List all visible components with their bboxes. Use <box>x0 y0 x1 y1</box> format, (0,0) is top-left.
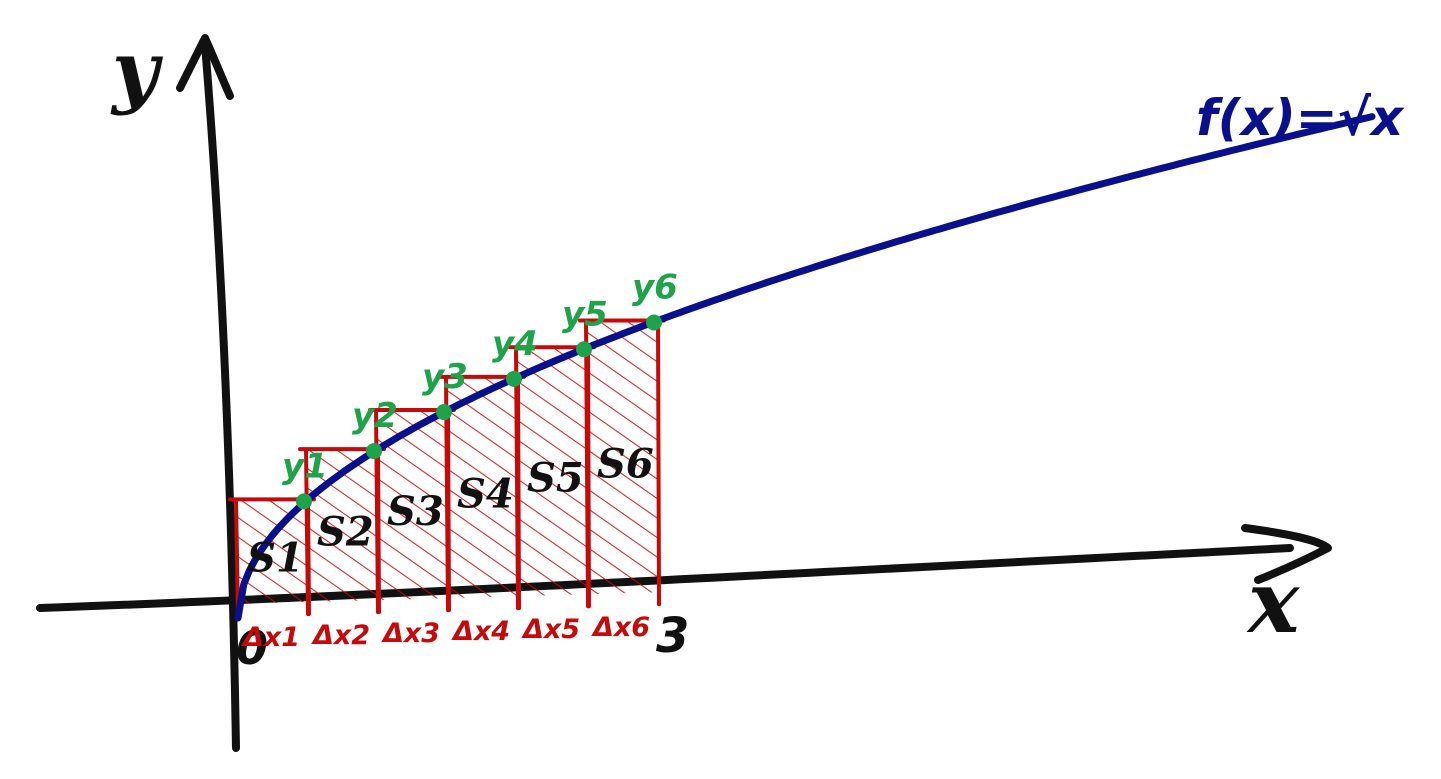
area-label-4: S4 <box>457 470 514 517</box>
point-label-5: y5 <box>562 294 608 334</box>
dx-label-5: Δx5 <box>521 614 580 645</box>
sample-point-3 <box>436 404 452 421</box>
point-label-4: y4 <box>492 324 538 364</box>
sample-point-1 <box>296 493 312 510</box>
origin-label: 0 <box>236 621 268 675</box>
dx-label-4: Δx4 <box>451 616 510 647</box>
function-label: f(x)=√x <box>1196 89 1405 147</box>
rect-hatch <box>518 347 588 597</box>
point-label-2: y2 <box>352 396 398 436</box>
area-label-6: S6 <box>597 440 654 487</box>
x-axis-arrowhead <box>1241 524 1332 584</box>
riemann-labels: S1 Δx1 S2 Δx2 S3 Δx3 S4 Δx4 S5 Δx5 S6 Δx6 <box>241 440 654 653</box>
x-axis-label: x <box>1246 552 1301 653</box>
sample-point-2 <box>366 443 382 460</box>
rect-hatch <box>448 376 518 599</box>
end-label: 3 <box>656 608 689 664</box>
dx-label-3: Δx3 <box>381 618 440 649</box>
y-axis-label: y <box>110 23 164 117</box>
dx-label-2: Δx2 <box>311 620 370 651</box>
sample-points: y1 y2 y3 y4 y5 y6 <box>282 267 678 510</box>
area-label-1: S1 <box>247 535 304 582</box>
x-axis <box>36 544 1294 612</box>
area-label-5: S5 <box>527 455 584 502</box>
sample-point-4 <box>506 370 522 387</box>
sample-point-6 <box>646 314 662 331</box>
dx-label-6: Δx6 <box>591 612 650 643</box>
y-axis <box>201 41 240 752</box>
point-label-6: y6 <box>632 267 678 307</box>
area-label-3: S3 <box>387 488 444 535</box>
function-curve <box>234 113 1376 622</box>
sqrt-curve <box>234 113 1376 622</box>
point-label-3: y3 <box>422 357 468 397</box>
rect-hatch <box>238 499 308 604</box>
y-axis-arrowhead <box>176 34 234 100</box>
sample-point-5 <box>576 341 592 358</box>
area-label-2: S2 <box>317 509 374 556</box>
dx-label-1: Δx1 <box>241 622 300 653</box>
axes: y x 0 3 <box>36 23 1332 752</box>
rect-hatch <box>378 410 448 601</box>
riemann-rect-6 <box>578 318 666 609</box>
rect-hatch <box>588 320 658 595</box>
point-label-1: y1 <box>282 446 328 486</box>
